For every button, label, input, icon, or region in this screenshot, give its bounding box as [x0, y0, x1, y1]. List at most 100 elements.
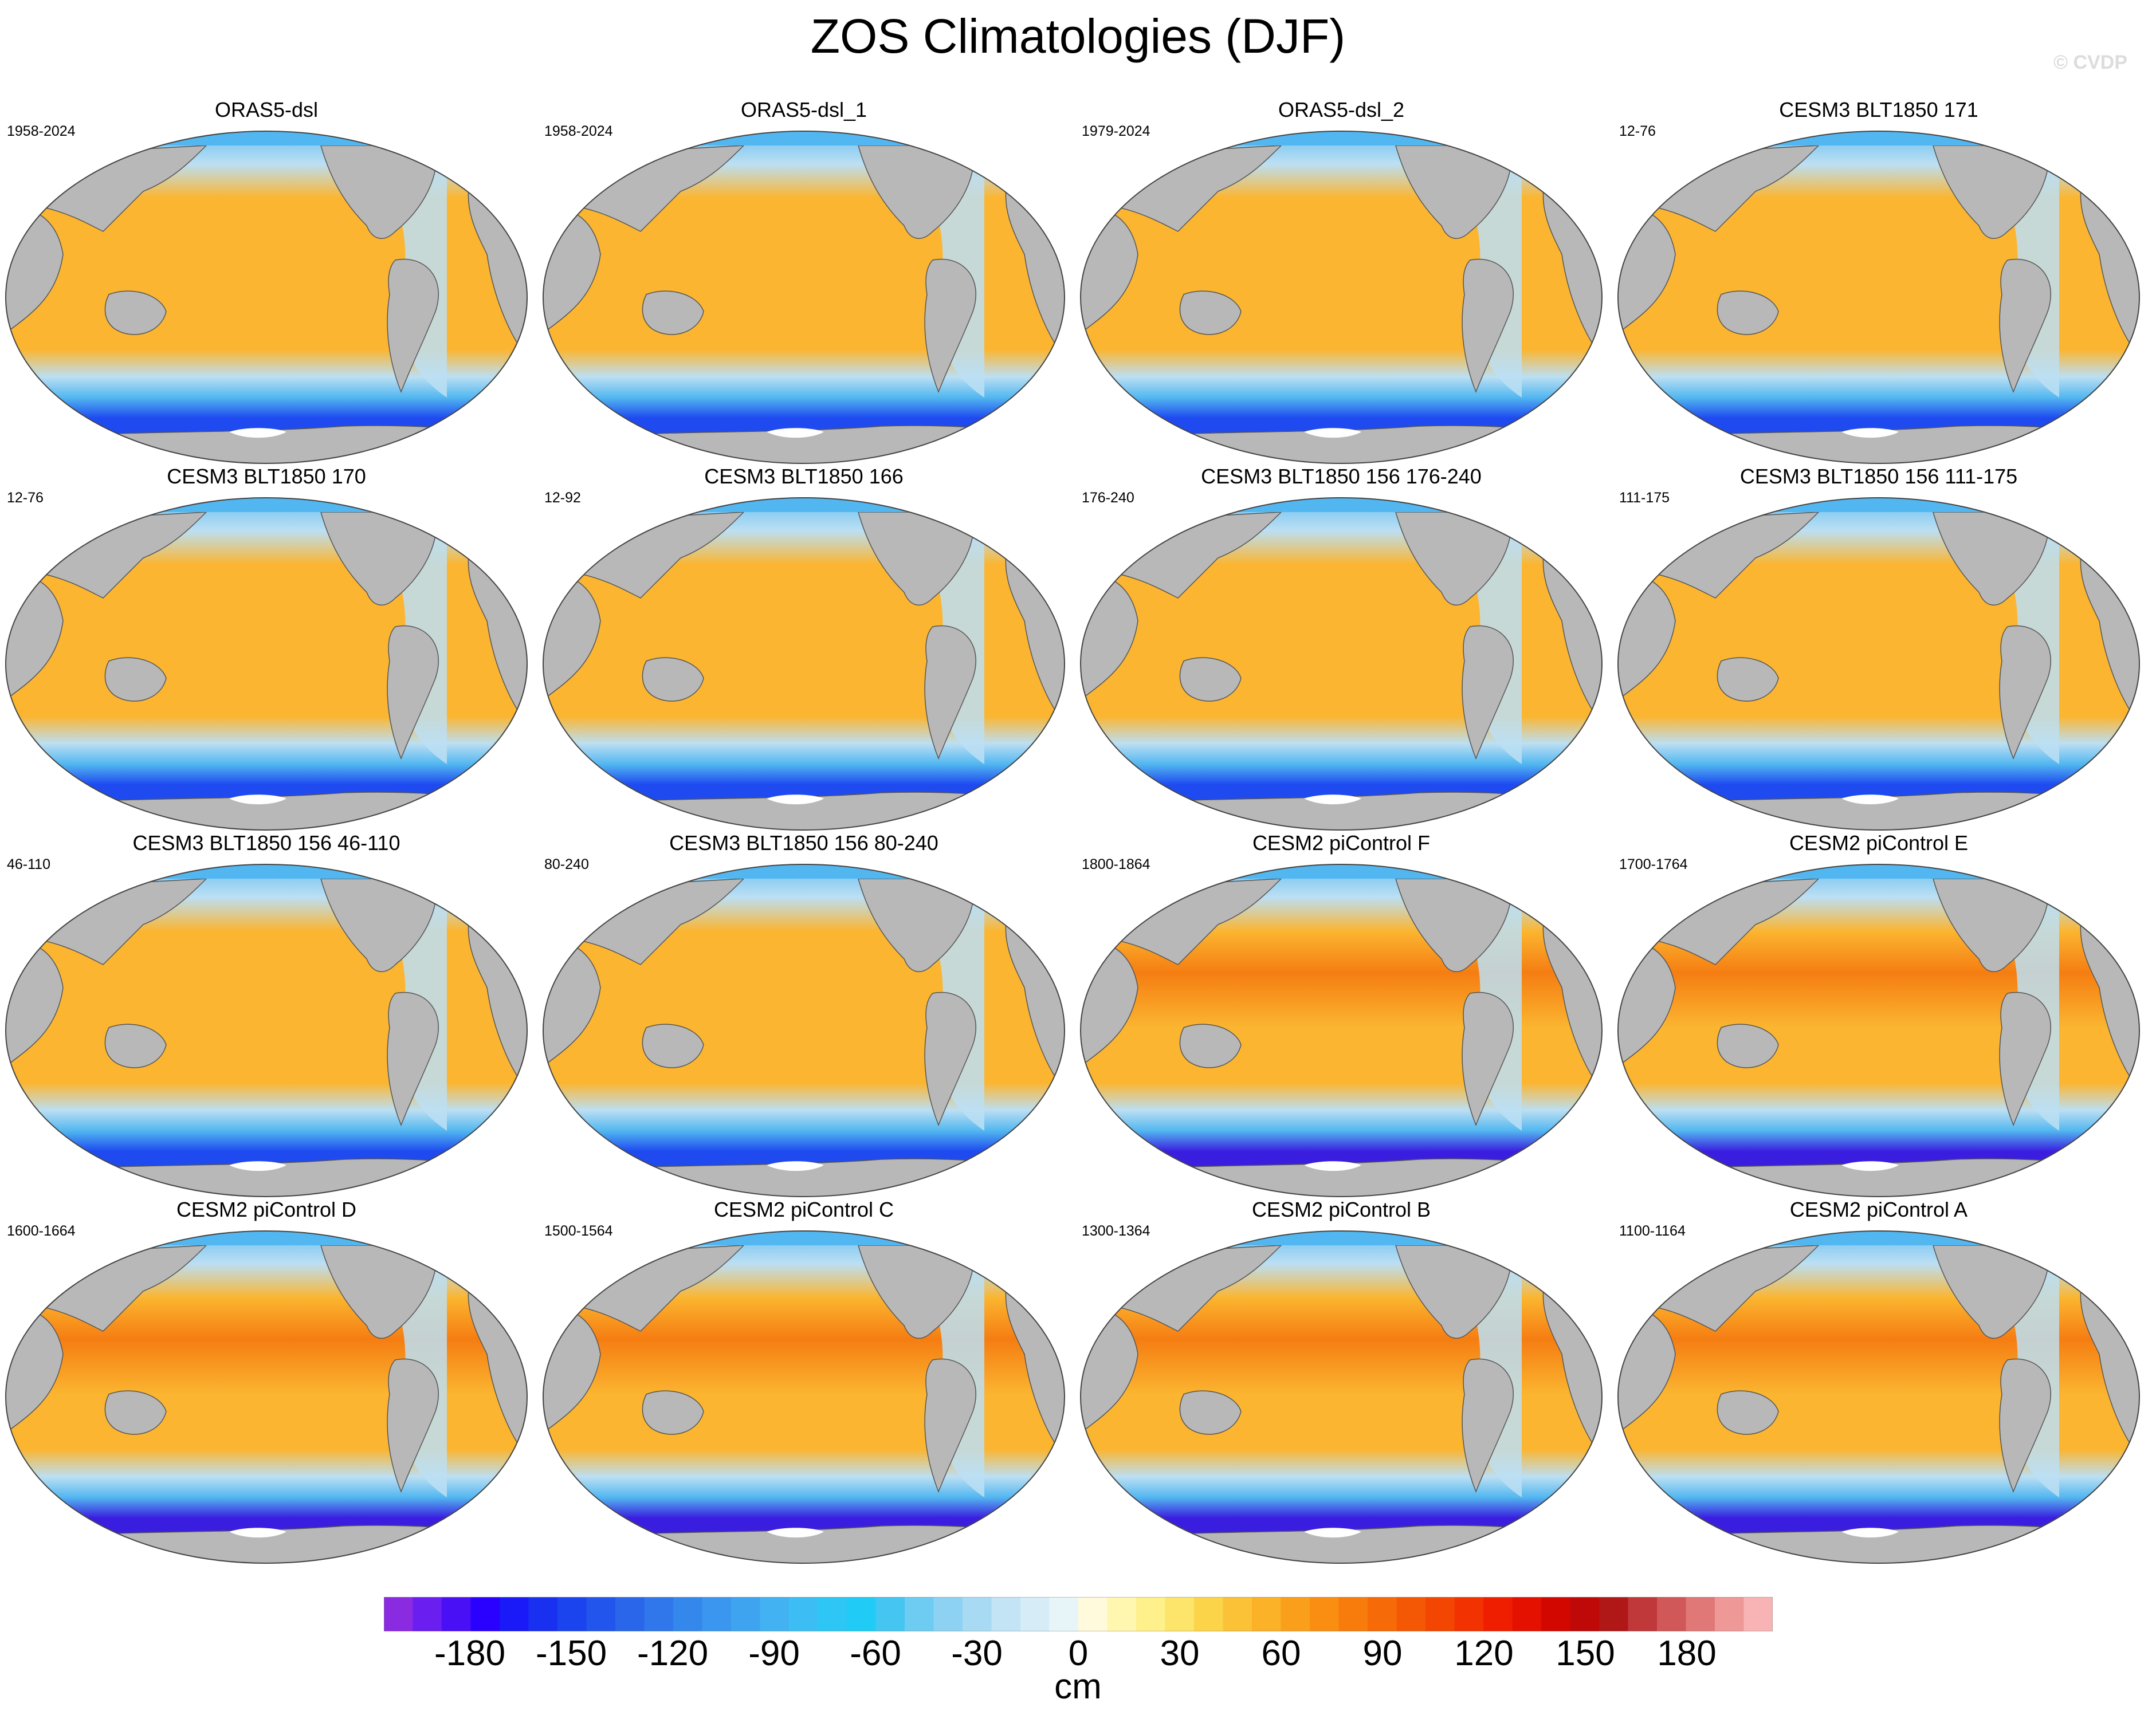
panel-years: 1979-2024: [1082, 123, 1150, 139]
land-south-america: [1999, 992, 2051, 1127]
panel-years: 1800-1864: [1082, 856, 1150, 872]
map: [1080, 1230, 1603, 1564]
arctic-field: [6, 864, 527, 879]
colorbar-cell: [1194, 1597, 1223, 1631]
sea-ice: [767, 428, 824, 438]
colorbar-tick-label: 150: [1556, 1634, 1615, 1673]
land-north-america: [320, 878, 437, 973]
colorbar-cell: [1686, 1597, 1715, 1631]
colorbar-cell: [1396, 1597, 1426, 1631]
map-panel: CESM3 BLT1850 156 80-240 80-240: [537, 831, 1070, 1203]
sea-ice: [1841, 428, 1899, 438]
colorbar-cell: [1136, 1597, 1165, 1631]
land-north-america: [1395, 512, 1512, 606]
map-panel: CESM2 piControl A 1100-1164: [1612, 1197, 2145, 1570]
colorbar-cell: [1541, 1597, 1570, 1631]
panel-title: CESM2 piControl E: [1789, 831, 1969, 855]
land-south-america: [1999, 1358, 2051, 1493]
panel-title: CESM2 piControl A: [1789, 1198, 1968, 1221]
colorbar-cell: [442, 1597, 471, 1631]
map-border: [1617, 497, 2140, 831]
colorbar-cell: [789, 1597, 818, 1631]
colorbar-cell: [1049, 1597, 1079, 1631]
colorbar-cell: [1743, 1597, 1773, 1631]
sea-ice: [1304, 1161, 1361, 1171]
colorbar-tick-label: 90: [1362, 1634, 1403, 1673]
colorbar-cell: [500, 1597, 529, 1631]
arctic-field: [1081, 1231, 1602, 1245]
map-panel: CESM3 BLT1850 156 176-240 176-240: [1075, 464, 1608, 836]
map-border: [543, 1230, 1065, 1564]
colorbar-cell: [1599, 1597, 1628, 1631]
map-border: [543, 864, 1065, 1197]
colorbar-cell: [1425, 1597, 1455, 1631]
arctic-field: [1081, 498, 1602, 512]
map-border: [5, 864, 528, 1197]
figure-title: ZOS Climatologies (DJF): [810, 9, 1346, 63]
land-north-america: [858, 145, 975, 239]
map-panel: CESM3 BLT1850 171 12-76: [1612, 97, 2145, 470]
land-south-america: [924, 625, 976, 760]
colorbar-cell: [760, 1597, 790, 1631]
map-panel: CESM2 piControl D 1600-1664: [0, 1197, 533, 1570]
map: [543, 1230, 1065, 1564]
arctic-field: [6, 498, 527, 512]
land-north-america: [858, 512, 975, 606]
ocean-field: [1618, 498, 2139, 830]
colorbar-cell: [991, 1597, 1021, 1631]
colorbar-cell: [1657, 1597, 1686, 1631]
panel-years: 1958-2024: [544, 123, 613, 139]
arctic-field: [1618, 864, 2139, 879]
colorbar-cell: [615, 1597, 645, 1631]
colorbar-cell: [847, 1597, 876, 1631]
map: [1080, 131, 1603, 464]
map: [1617, 497, 2140, 831]
colorbar-units: cm: [1054, 1667, 1102, 1706]
arctic-field: [543, 864, 1065, 879]
colorbar: [384, 1597, 1773, 1631]
map: [5, 1230, 528, 1564]
colorbar-tick-label: -90: [748, 1634, 800, 1673]
map: [1617, 864, 2140, 1197]
sea-ice: [1304, 1528, 1361, 1538]
land-south-america: [1462, 992, 1514, 1127]
map-panel: CESM3 BLT1850 156 46-110 46-110: [0, 831, 533, 1203]
colorbar-cell: [1252, 1597, 1281, 1631]
ocean-field: [1081, 131, 1602, 463]
panel-title: CESM3 BLT1850 156 111-175: [1739, 465, 2018, 488]
colorbar-tick-label: 30: [1160, 1634, 1200, 1673]
arctic-field: [1081, 131, 1602, 145]
colorbar-cell: [1020, 1597, 1050, 1631]
panel-years: 1600-1664: [7, 1223, 76, 1239]
panel-years: 46-110: [7, 856, 50, 872]
land-north-america: [858, 1245, 975, 1339]
colorbar-cell: [818, 1597, 847, 1631]
land-australia: [642, 657, 704, 702]
map-border: [1080, 864, 1603, 1197]
map-panel: ORAS5-dsl_1 1958-2024: [537, 97, 1070, 470]
colorbar-cell: [1454, 1597, 1484, 1631]
map: [543, 131, 1065, 464]
land-australia: [104, 290, 167, 335]
ocean-field: [6, 1231, 527, 1563]
sea-ice: [229, 428, 286, 438]
map-border: [543, 131, 1065, 464]
land-australia: [1717, 290, 1779, 335]
map: [1080, 497, 1603, 831]
map-panel: CESM3 BLT1850 170 12-76: [0, 464, 533, 836]
map-border: [1617, 1230, 2140, 1564]
panel-years: 1500-1564: [544, 1223, 613, 1239]
colorbar-cell: [1483, 1597, 1513, 1631]
colorbar-cell: [702, 1597, 732, 1631]
land-north-america: [1933, 512, 2049, 606]
land-australia: [1179, 1390, 1242, 1435]
arctic-field: [1618, 498, 2139, 512]
colorbar-cell: [731, 1597, 760, 1631]
ocean-field: [1081, 498, 1602, 830]
land-australia: [1179, 1024, 1242, 1068]
map-panel: CESM2 piControl F 1800-1864: [1075, 831, 1608, 1203]
land-south-america: [1462, 258, 1514, 394]
panel-title: ORAS5-dsl_2: [1278, 98, 1405, 121]
map-panel: CESM3 BLT1850 156 111-175 111-175: [1612, 464, 2145, 836]
land-australia: [1179, 290, 1242, 335]
